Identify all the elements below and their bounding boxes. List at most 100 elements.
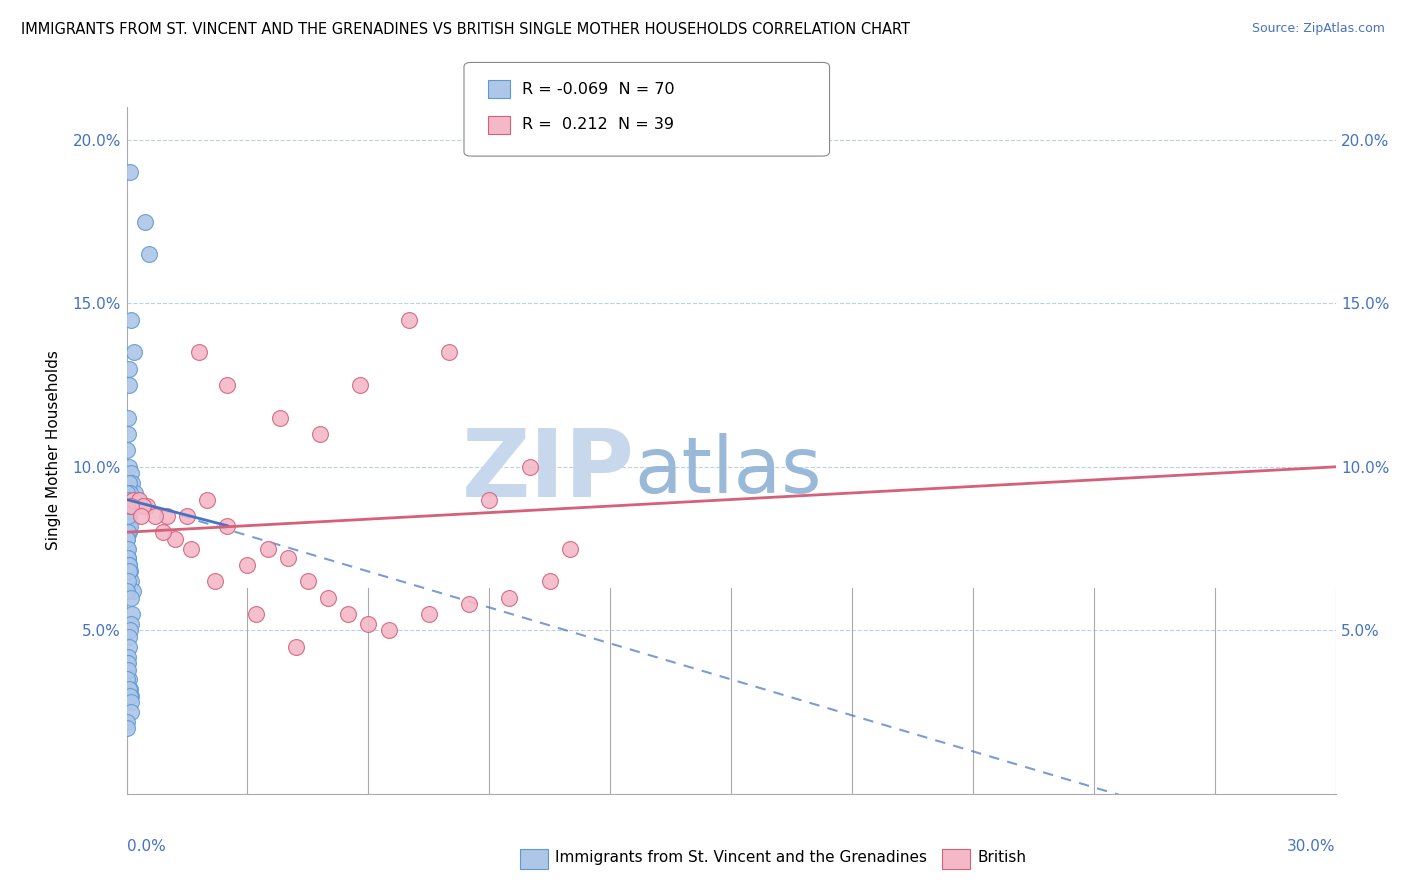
Point: [256, 541, 278, 556]
Point: [125, 492, 148, 507]
Point: [134, 214, 156, 228]
Point: [117, 551, 139, 566]
Text: British: British: [977, 850, 1026, 864]
Point: [121, 607, 143, 621]
Point: [120, 695, 142, 709]
Point: [309, 427, 332, 442]
Point: [117, 558, 139, 572]
Text: atlas: atlas: [634, 433, 823, 509]
Text: Immigrants from St. Vincent and the Grenadines: Immigrants from St. Vincent and the Gren…: [555, 850, 928, 864]
Text: R = -0.069  N = 70: R = -0.069 N = 70: [522, 82, 675, 96]
Point: [122, 345, 145, 359]
Point: [118, 624, 141, 638]
Point: [117, 584, 139, 599]
Point: [143, 508, 166, 523]
Point: [118, 518, 141, 533]
Point: [217, 378, 239, 392]
Point: [117, 492, 139, 507]
Point: [117, 714, 139, 729]
Point: [163, 532, 186, 546]
Point: [176, 508, 198, 523]
Point: [120, 682, 142, 697]
Point: [120, 312, 142, 326]
Point: [269, 410, 291, 425]
Point: [357, 616, 380, 631]
Point: [195, 492, 218, 507]
Text: Source: ZipAtlas.com: Source: ZipAtlas.com: [1251, 22, 1385, 36]
Point: [118, 525, 141, 540]
Point: [118, 499, 141, 513]
Point: [349, 378, 371, 392]
Point: [117, 656, 139, 670]
Point: [277, 551, 299, 566]
Point: [138, 247, 160, 261]
Point: [117, 656, 139, 670]
Point: [120, 467, 142, 481]
Point: [129, 508, 152, 523]
Point: [117, 532, 139, 546]
Point: [118, 682, 141, 697]
Point: [128, 492, 150, 507]
Point: [118, 630, 141, 644]
Point: [117, 518, 139, 533]
Point: [121, 476, 143, 491]
Point: [121, 492, 143, 507]
Point: [117, 649, 139, 664]
Point: [152, 525, 174, 540]
Point: [117, 476, 139, 491]
Point: [188, 345, 211, 359]
Point: [117, 508, 139, 523]
Point: [180, 541, 202, 556]
Point: [118, 165, 141, 179]
Point: [117, 492, 139, 507]
Point: [115, 508, 138, 523]
Point: [131, 499, 153, 513]
Point: [120, 616, 142, 631]
Point: [558, 541, 581, 556]
Point: [122, 584, 145, 599]
Point: [117, 551, 139, 566]
Point: [118, 673, 141, 687]
Point: [377, 624, 399, 638]
Point: [117, 673, 139, 687]
Text: 0.0%: 0.0%: [127, 838, 166, 854]
Point: [124, 486, 146, 500]
Text: ZIP: ZIP: [461, 425, 634, 517]
Point: [118, 378, 141, 392]
Text: IMMIGRANTS FROM ST. VINCENT AND THE GRENADINES VS BRITISH SINGLE MOTHER HOUSEHOL: IMMIGRANTS FROM ST. VINCENT AND THE GREN…: [21, 22, 910, 37]
Point: [120, 705, 142, 719]
Point: [120, 486, 142, 500]
Point: [118, 689, 141, 703]
Point: [316, 591, 339, 605]
Point: [538, 574, 561, 589]
Point: [118, 565, 141, 579]
Point: [117, 541, 139, 556]
Point: [398, 312, 420, 326]
Point: [117, 492, 139, 507]
Point: [117, 486, 139, 500]
Point: [437, 345, 460, 359]
Point: [117, 410, 139, 425]
Point: [217, 518, 239, 533]
Point: [519, 459, 541, 474]
Point: [118, 459, 141, 474]
Text: 30.0%: 30.0%: [1288, 838, 1336, 854]
Point: [236, 558, 259, 572]
Point: [115, 663, 138, 677]
Point: [120, 591, 142, 605]
Point: [156, 508, 179, 523]
Point: [117, 499, 139, 513]
Point: [117, 532, 139, 546]
Point: [120, 499, 142, 513]
Point: [284, 640, 307, 654]
Point: [297, 574, 319, 589]
Point: [117, 443, 139, 458]
Point: [498, 591, 520, 605]
Point: [120, 574, 142, 589]
Point: [115, 518, 138, 533]
Point: [117, 574, 139, 589]
Point: [117, 499, 139, 513]
Point: [117, 361, 139, 376]
Point: [204, 574, 226, 589]
Point: [117, 508, 139, 523]
